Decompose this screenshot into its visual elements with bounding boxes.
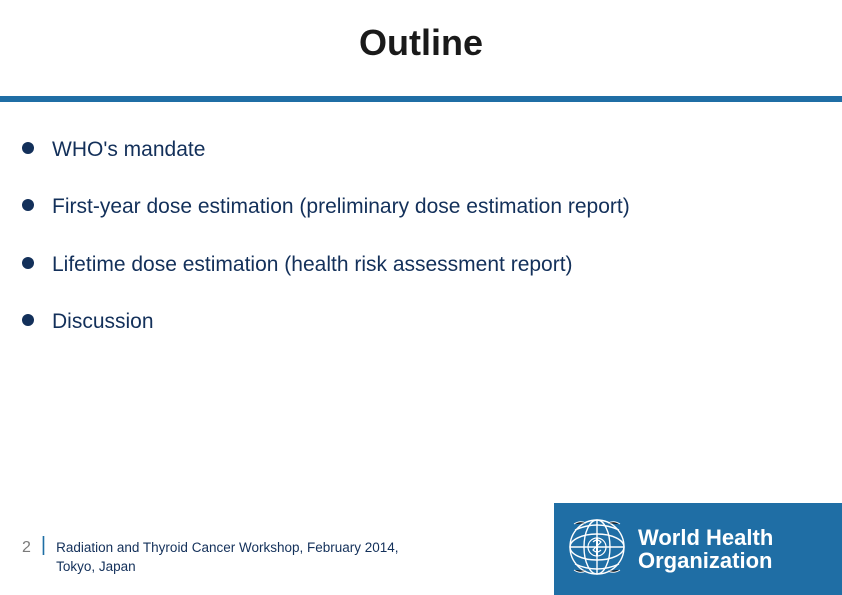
bullet-text: WHO's mandate bbox=[52, 138, 205, 161]
who-logo-text: World Health Organization bbox=[638, 526, 773, 572]
who-logo-line-2: Organization bbox=[638, 549, 773, 572]
bullet-item: First-year dose estimation (preliminary … bbox=[20, 193, 800, 220]
footer-text: Radiation and Thyroid Cancer Workshop, F… bbox=[56, 539, 398, 577]
footer: 2 | Radiation and Thyroid Cancer Worksho… bbox=[0, 503, 842, 595]
slide-title: Outline bbox=[0, 22, 842, 64]
footer-left: 2 | Radiation and Thyroid Cancer Worksho… bbox=[0, 521, 554, 577]
bullet-item: WHO's mandate bbox=[20, 136, 800, 163]
who-emblem-icon bbox=[568, 518, 626, 581]
title-divider bbox=[0, 96, 842, 102]
bullet-text: First-year dose estimation (preliminary … bbox=[52, 195, 630, 218]
footer-line-1: Radiation and Thyroid Cancer Workshop, F… bbox=[56, 539, 398, 558]
slide: Outline WHO's mandate First-year dose es… bbox=[0, 0, 842, 595]
footer-line-2: Tokyo, Japan bbox=[56, 558, 398, 577]
page-number: 2 bbox=[22, 539, 31, 557]
bullet-item: Lifetime dose estimation (health risk as… bbox=[20, 251, 800, 278]
footer-logo-area: World Health Organization bbox=[554, 503, 842, 595]
who-logo-line-1: World Health bbox=[638, 526, 773, 549]
bullet-text: Discussion bbox=[52, 310, 154, 333]
bullet-text: Lifetime dose estimation (health risk as… bbox=[52, 253, 573, 276]
bullet-item: Discussion bbox=[20, 308, 800, 335]
page-separator: | bbox=[41, 537, 46, 553]
bullet-list: WHO's mandate First-year dose estimation… bbox=[20, 136, 800, 365]
